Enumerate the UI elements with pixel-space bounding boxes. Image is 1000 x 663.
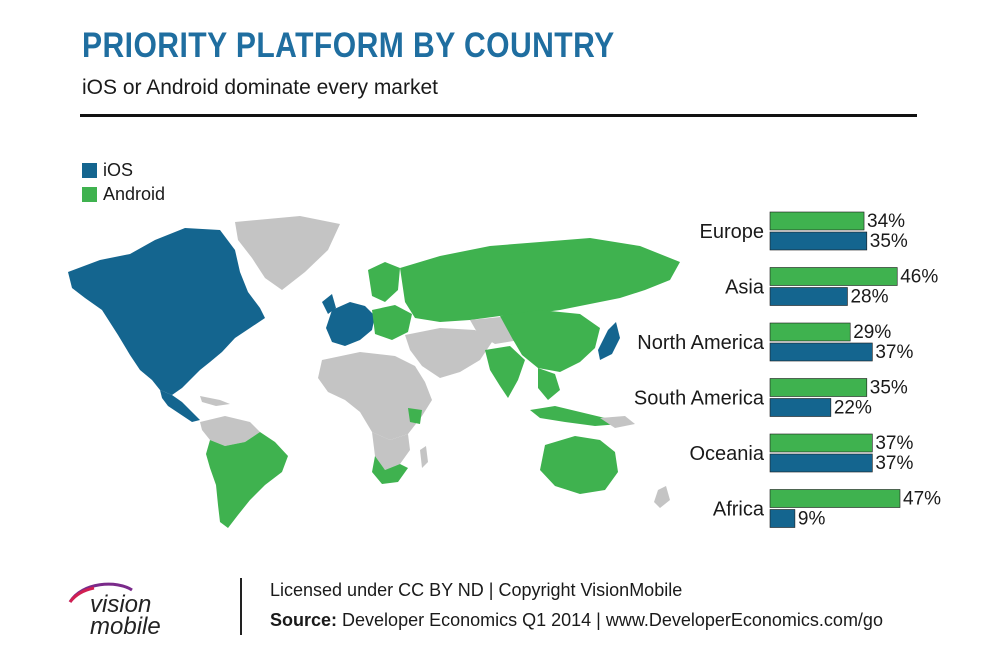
data-label: 46%: [900, 267, 938, 288]
map-south-america: [206, 432, 288, 528]
bar-ios: [769, 398, 832, 417]
data-label: 37%: [875, 433, 913, 454]
map-western-europe: [326, 302, 375, 346]
data-label: 37%: [875, 342, 913, 363]
map-papua: [600, 416, 635, 428]
data-label: 35%: [870, 231, 908, 252]
map-indonesia: [530, 406, 620, 426]
map-southern-africa: [372, 456, 408, 484]
world-map: [68, 216, 680, 528]
data-label: 22%: [834, 398, 872, 419]
legend: iOS Android: [82, 158, 165, 206]
map-eastern-europe: [372, 305, 412, 340]
legend-swatch-android: [82, 186, 97, 202]
legend-label-ios: iOS: [103, 159, 134, 180]
map-north-america: [68, 228, 265, 395]
bar-android: [769, 267, 898, 286]
page-title: PRIORITY PLATFORM BY COUNTRY: [82, 26, 615, 65]
data-label: 34%: [867, 211, 905, 232]
legend-item-android: Android: [82, 182, 165, 206]
visionmobile-logo: vision mobile: [68, 582, 161, 640]
category-label: Europe: [700, 221, 765, 243]
bar-android: [769, 211, 865, 231]
map-greenland: [235, 216, 340, 290]
map-caribbean: [200, 396, 230, 406]
bar-ios: [769, 342, 873, 362]
data-label: 29%: [853, 322, 891, 343]
bar-ios: [769, 231, 868, 251]
bar-android: [769, 322, 851, 342]
map-middle-east: [405, 328, 492, 378]
logo-swoosh-accent: [68, 586, 95, 603]
data-label: 37%: [875, 453, 913, 474]
category-label: Oceania: [690, 443, 765, 465]
legend-item-ios: iOS: [82, 158, 165, 182]
bar-chart: Europe 34%35%Asia 46%28%North America 29%37…: [634, 211, 941, 530]
map-africa-east: [408, 408, 422, 424]
map-new-zealand: [654, 486, 670, 508]
map-russia: [400, 238, 680, 322]
bar-android: [769, 433, 873, 453]
legend-swatch-ios: [82, 162, 97, 178]
map-india: [485, 346, 525, 398]
map-south-america-north: [200, 416, 260, 446]
source-label: Source:: [270, 610, 338, 630]
data-label: 47%: [903, 489, 941, 510]
map-japan: [598, 322, 620, 360]
map-africa-north: [318, 352, 432, 440]
category-label: Asia: [725, 277, 765, 299]
data-label: 35%: [870, 378, 908, 399]
map-central-america: [160, 390, 200, 422]
map-madagascar: [420, 446, 428, 468]
bar-ios: [769, 509, 796, 528]
header-divider: [80, 114, 917, 117]
footer-divider: [240, 578, 242, 635]
page-subtitle: iOS or Android dominate every market: [82, 76, 438, 99]
category-label: Africa: [713, 499, 765, 521]
bar-android: [769, 489, 901, 508]
data-label: 9%: [798, 509, 826, 530]
map-uk: [322, 294, 336, 314]
data-label: 28%: [850, 287, 888, 308]
map-africa-south: [372, 432, 410, 470]
bar-android: [769, 378, 868, 397]
source-line: Source: Developer Economics Q1 2014 | ww…: [270, 610, 883, 631]
source-text: Developer Economics Q1 2014 | www.Develo…: [337, 610, 883, 630]
map-scandinavia: [368, 262, 400, 302]
map-china: [500, 310, 600, 372]
category-label: North America: [637, 332, 765, 354]
license-text: Licensed under CC BY ND | Copyright Visi…: [270, 580, 683, 600]
legend-label-android: Android: [103, 183, 166, 204]
bar-ios: [769, 453, 873, 473]
bar-ios: [769, 287, 848, 306]
category-label: South America: [634, 388, 765, 410]
map-southeast-asia: [538, 368, 560, 400]
map-australia: [540, 436, 618, 494]
logo-text-bottom: mobile: [90, 613, 161, 640]
logo-text-top: vision: [90, 591, 151, 618]
